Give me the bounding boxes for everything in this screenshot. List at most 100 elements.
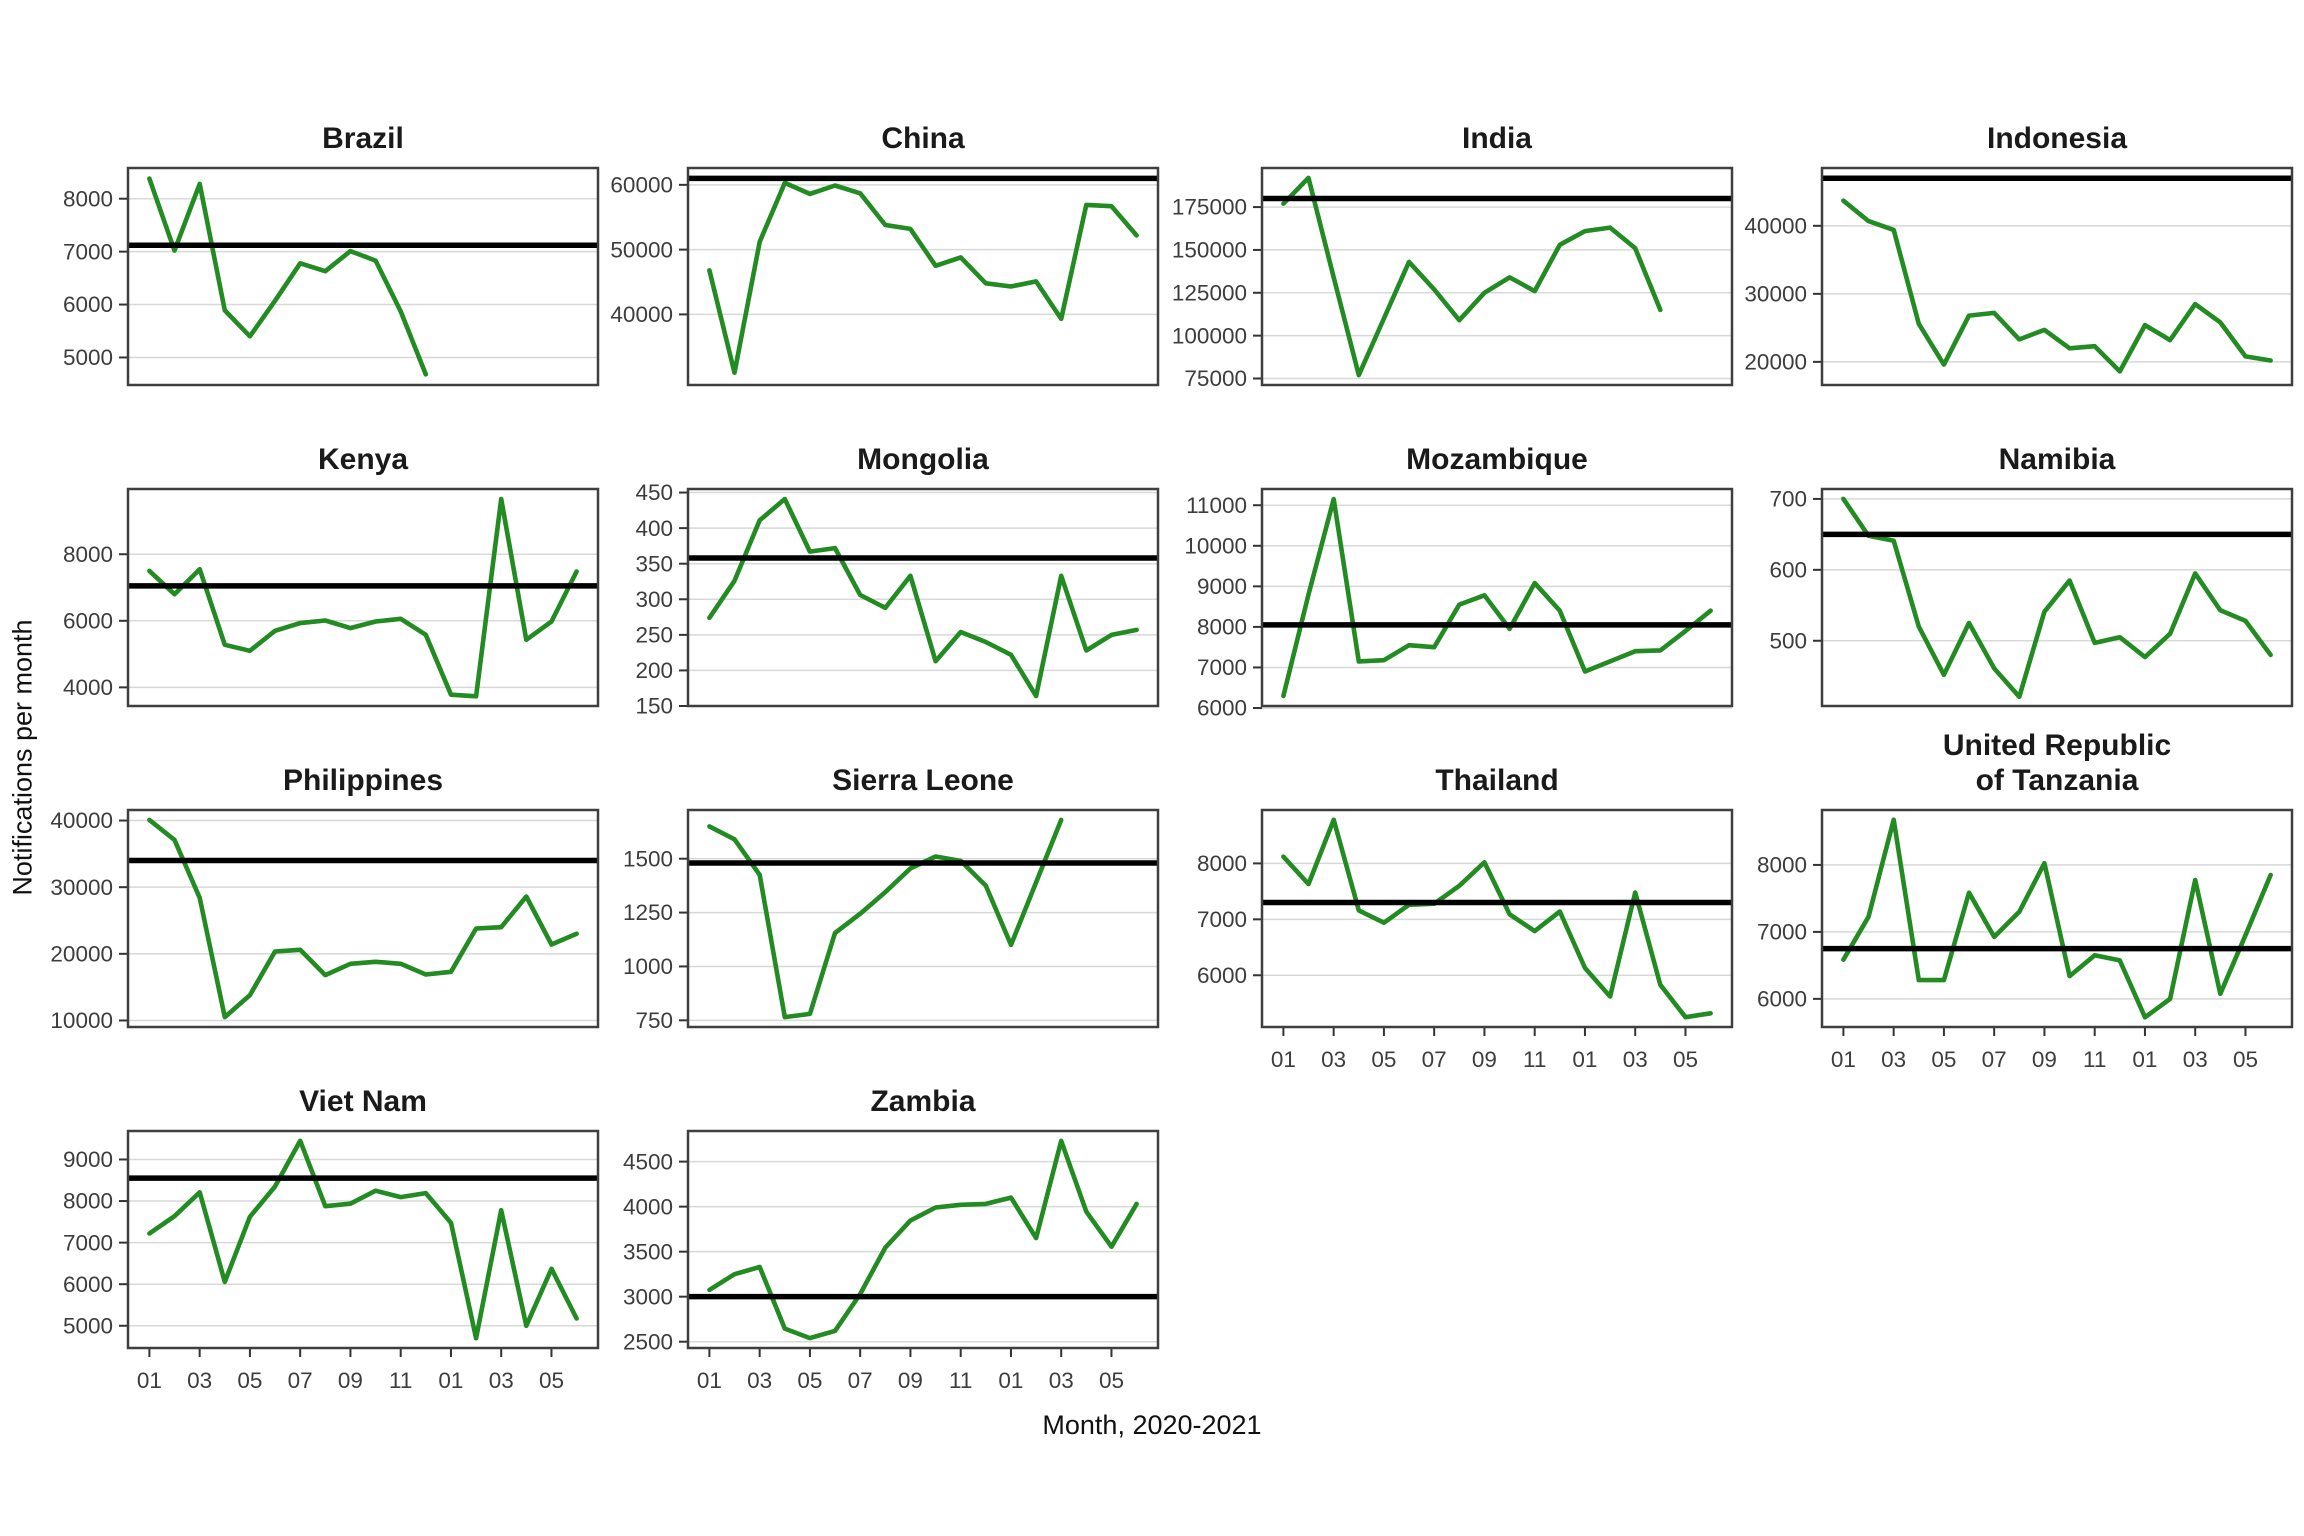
- panel-title-sierra-leone: Sierra Leone: [832, 764, 1014, 797]
- notifications-series: [1841, 198, 2273, 374]
- chart-india: 75000 100000 125000 150000 175000: [1172, 166, 1734, 391]
- y-tick-label: 11000: [1186, 493, 1247, 518]
- chart-viet-nam: 5000 6000 7000 8000 9000 01 03 05 07 09 11 01 03 05: [63, 1129, 600, 1393]
- panel-border: [1260, 166, 1734, 387]
- panel-border: [686, 487, 1160, 708]
- panel-title-kenya: Kenya: [317, 443, 409, 476]
- chart-brazil: 5000 6000 7000 8000: [63, 166, 600, 387]
- x-tick-label: 03: [1623, 1047, 1648, 1072]
- x-tick-label: 03: [2183, 1047, 2208, 1072]
- y-tick-label: 6000: [63, 292, 113, 317]
- x-tick-label: 03: [1881, 1047, 1906, 1072]
- x-tick-label: 11: [949, 1368, 972, 1393]
- panel-title-united-republic-of-tanzania: United Republic of Tanzania: [1942, 729, 2172, 797]
- panel-border: [126, 166, 600, 387]
- y-tick-label: 3500: [623, 1239, 673, 1264]
- x-tick-label: 01: [2132, 1047, 2157, 1072]
- panel-title-indonesia: Indonesia: [1986, 122, 2128, 155]
- x-tick-label: 01: [697, 1368, 722, 1393]
- x-tick-label: 05: [797, 1368, 822, 1393]
- y-tick-label: 10000: [50, 1008, 113, 1033]
- y-tick-label: 2500: [623, 1329, 673, 1354]
- x-tick-label: 07: [1982, 1047, 2007, 1072]
- x-tick-label: 03: [1049, 1368, 1074, 1393]
- y-tick-label: 7000: [1197, 907, 1247, 932]
- panel-background: [688, 810, 1158, 1027]
- y-tick-label: 300: [635, 587, 673, 612]
- chart-zambia: 2500 3000 3500 4000 4500 01 03 05 07 09 11 01 03 05: [623, 1129, 1160, 1393]
- y-tick-label: 60000: [610, 172, 673, 197]
- y-tick-label: 175000: [1172, 195, 1247, 220]
- y-tick-label: 4500: [623, 1149, 673, 1174]
- x-tick-label: 03: [489, 1368, 514, 1393]
- x-tick-label: 05: [1371, 1047, 1396, 1072]
- y-tick-label: 6000: [1197, 696, 1247, 721]
- notifications-series: [1281, 496, 1713, 699]
- x-tick-label: 09: [1472, 1047, 1497, 1072]
- x-tick-label: 05: [1673, 1047, 1698, 1072]
- chart-indonesia: 20000 30000 40000: [1744, 166, 2294, 387]
- x-tick-label: 11: [2083, 1047, 2106, 1072]
- chart-thailand: 6000 7000 8000 01 03 05 07 09 11 01 03 05: [1197, 808, 1734, 1072]
- panel-title-mozambique: Mozambique: [1406, 443, 1588, 476]
- y-tick-label: 1000: [623, 954, 673, 979]
- y-tick-label: 8000: [63, 542, 113, 567]
- notifications-series: [1841, 496, 2273, 700]
- panel-border: [126, 1129, 600, 1350]
- y-tick-label: 1250: [623, 900, 673, 925]
- y-tick-label: 750: [635, 1008, 673, 1033]
- panel-border: [1260, 487, 1734, 708]
- y-tick-label: 4000: [63, 675, 113, 700]
- y-tick-label: 500: [1769, 628, 1807, 653]
- chart-sierra-leone: 750 1000 1250 1500: [623, 808, 1160, 1033]
- y-tick-label: 7000: [1197, 655, 1247, 680]
- notifications-series: [147, 176, 429, 377]
- x-tick-label: 05: [1099, 1368, 1124, 1393]
- x-tick-label: 05: [539, 1368, 564, 1393]
- x-tick-label: 11: [1523, 1047, 1546, 1072]
- panel-border: [1260, 808, 1734, 1029]
- notifications-series: [147, 817, 579, 1020]
- x-tick-label: 07: [1422, 1047, 1447, 1072]
- panel-title-philippines: Philippines: [282, 764, 444, 797]
- x-tick-label: 01: [137, 1368, 162, 1393]
- y-tick-label: 8000: [1757, 853, 1807, 878]
- panel-background: [128, 810, 598, 1027]
- x-axis-title: Month, 2020-2021: [1042, 1410, 1262, 1440]
- chart-philippines: 10000 20000 30000 40000: [50, 808, 600, 1033]
- y-tick-label: 6000: [63, 1272, 113, 1297]
- y-tick-label: 30000: [50, 875, 113, 900]
- y-tick-label: 6000: [1757, 987, 1807, 1012]
- notifications-series: [707, 1138, 1139, 1341]
- y-tick-label: 50000: [610, 237, 673, 262]
- x-tick-label: 05: [237, 1368, 262, 1393]
- x-tick-label: 03: [187, 1368, 212, 1393]
- chart-mongolia: 150 200 250 300 350 400 450: [635, 480, 1160, 719]
- y-tick-label: 9000: [63, 1147, 113, 1172]
- panel-background: [128, 168, 598, 385]
- y-tick-label: 7000: [63, 239, 113, 264]
- panel-background: [128, 489, 598, 706]
- y-tick-label: 6000: [63, 608, 113, 633]
- y-tick-label: 20000: [1744, 350, 1807, 375]
- panel-border: [686, 1129, 1160, 1350]
- panel-background: [1262, 810, 1732, 1027]
- y-tick-label: 600: [1769, 557, 1807, 582]
- y-tick-label: 40000: [1744, 213, 1807, 238]
- panel-title-india: India: [1461, 122, 1532, 155]
- x-tick-label: 01: [998, 1368, 1023, 1393]
- panel-title-viet-nam: Viet Nam: [299, 1085, 427, 1118]
- y-tick-label: 30000: [1744, 281, 1807, 306]
- panel-background: [688, 168, 1158, 385]
- y-tick-label: 6000: [1197, 963, 1247, 988]
- notifications-series: [707, 817, 1064, 1020]
- y-tick-label: 250: [635, 623, 673, 648]
- panel-background: [1822, 168, 2292, 385]
- notifications-series: [707, 180, 1139, 375]
- x-tick-label: 07: [288, 1368, 313, 1393]
- y-tick-label: 10000: [1184, 533, 1247, 558]
- notifications-series: [147, 496, 579, 699]
- panel-title-brazil: Brazil: [322, 122, 404, 155]
- chart-kenya: 4000 6000 8000: [63, 487, 600, 708]
- notifications-series: [1281, 817, 1713, 1020]
